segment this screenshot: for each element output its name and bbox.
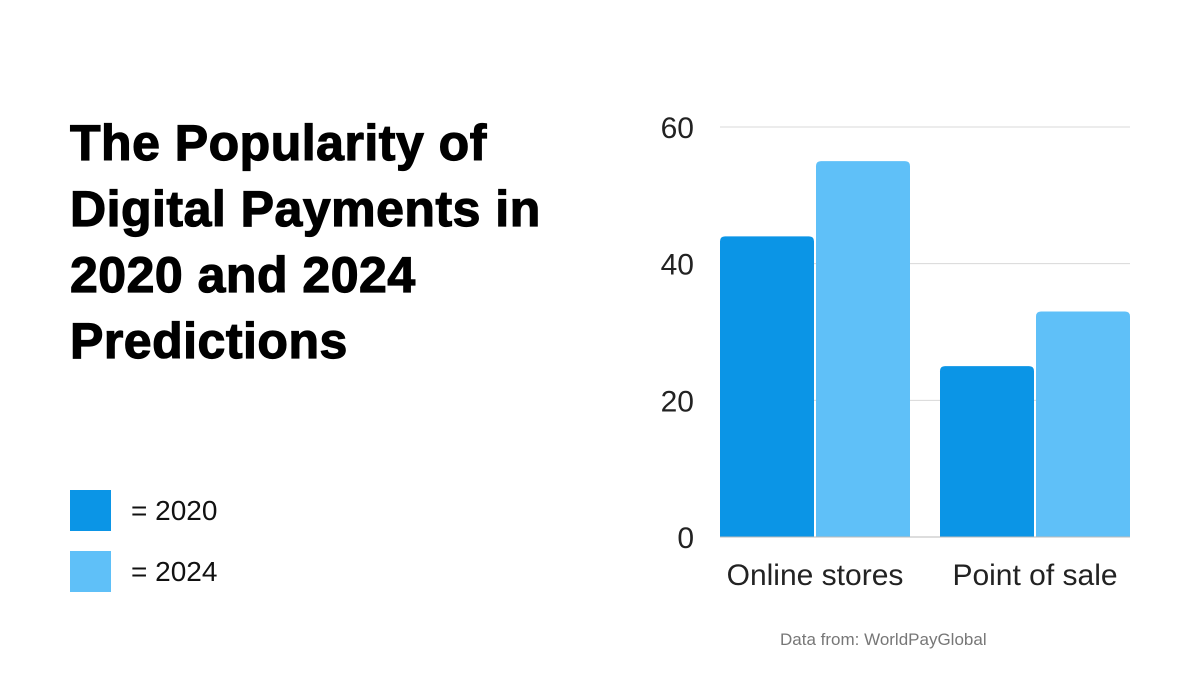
y-tick-label: 0: [677, 522, 694, 555]
bar-2024-online-stores: [816, 161, 910, 537]
bar-2024-point-of-sale: [1036, 311, 1130, 537]
legend-item-2020: = 2020: [70, 490, 217, 531]
x-tick-label: Online stores: [727, 559, 904, 592]
legend-item-2024: = 2024: [70, 551, 217, 592]
chart-title: The Popularity of Digital Payments in 20…: [69, 114, 541, 369]
legend-label: = 2024: [131, 555, 218, 587]
data-source: Data from: WorldPayGlobal: [780, 630, 987, 649]
y-tick-label: 40: [661, 249, 694, 282]
legend-swatch-2024: [70, 551, 111, 592]
y-tick-label: 60: [661, 112, 694, 145]
legend-swatch-2020: [70, 490, 111, 531]
legend-label: = 2020: [131, 494, 218, 526]
y-tick-label: 20: [661, 385, 694, 418]
bar-2020-point-of-sale: [940, 366, 1034, 537]
bar-2020-online-stores: [720, 236, 814, 538]
x-tick-label: Point of sale: [952, 559, 1117, 592]
